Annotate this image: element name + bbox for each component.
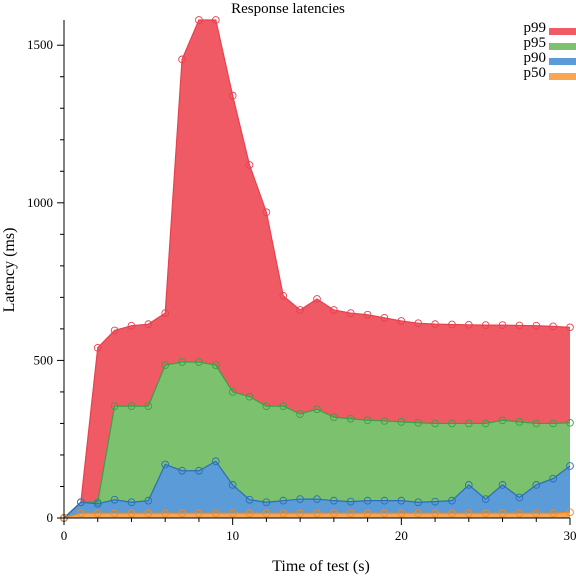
x-axis-title: Time of test (s) [272,558,370,575]
x-tick-label: 10 [226,528,239,543]
y-tick-label: 0 [47,510,54,525]
x-tick-label: 0 [61,528,68,543]
x-tick-label: 30 [564,528,576,543]
y-axis-title: Latency (ms) [1,228,18,313]
areas-layer [64,20,570,518]
x-tick-label: 20 [395,528,408,543]
legend-label-p50: p50 [524,65,547,81]
legend-label-p99: p99 [524,20,547,36]
chart-title: Response latencies [231,1,345,17]
y-tick-label: 1500 [27,37,53,52]
y-tick-label: 1000 [27,195,53,210]
y-tick-label: 500 [34,352,54,367]
legend-label-p95: p95 [524,35,547,51]
legend-swatch-p90 [549,58,576,65]
legend-label-p90: p90 [524,50,547,66]
legend-swatch-p95 [549,43,576,50]
legend-swatch-p50 [549,73,576,80]
legend-swatch-p99 [549,28,576,35]
